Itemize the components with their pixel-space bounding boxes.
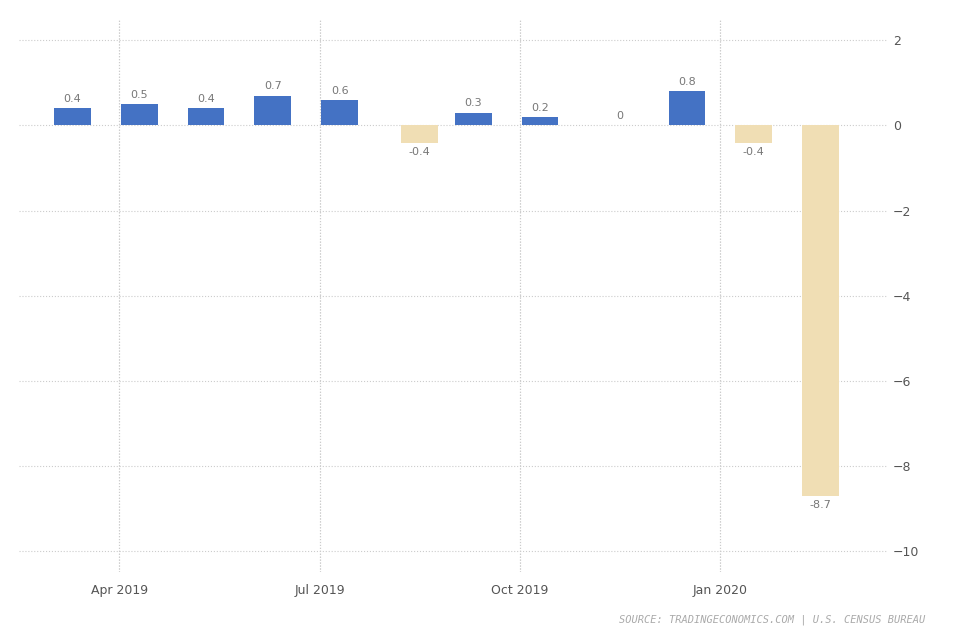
- Bar: [121, 104, 157, 125]
- Bar: [735, 125, 771, 142]
- Bar: [401, 125, 437, 142]
- Text: 0.4: 0.4: [64, 94, 81, 104]
- Bar: [668, 92, 704, 125]
- Text: 0.3: 0.3: [464, 99, 481, 109]
- Text: 0.6: 0.6: [331, 86, 348, 95]
- Text: 0: 0: [616, 111, 623, 121]
- Bar: [455, 113, 491, 125]
- Bar: [801, 125, 838, 496]
- Text: -8.7: -8.7: [809, 500, 830, 510]
- Text: 0.4: 0.4: [197, 94, 214, 104]
- Text: 0.2: 0.2: [531, 103, 548, 113]
- Text: 0.8: 0.8: [678, 77, 695, 87]
- Text: 0.7: 0.7: [264, 81, 281, 92]
- Text: -0.4: -0.4: [742, 147, 763, 156]
- Text: SOURCE: TRADINGECONOMICS.COM | U.S. CENSUS BUREAU: SOURCE: TRADINGECONOMICS.COM | U.S. CENS…: [618, 614, 924, 625]
- Text: 0.5: 0.5: [131, 90, 148, 100]
- Bar: [188, 109, 224, 125]
- Text: -0.4: -0.4: [409, 147, 430, 156]
- Bar: [254, 95, 291, 125]
- Bar: [521, 117, 558, 125]
- Bar: [54, 109, 91, 125]
- Bar: [321, 100, 357, 125]
